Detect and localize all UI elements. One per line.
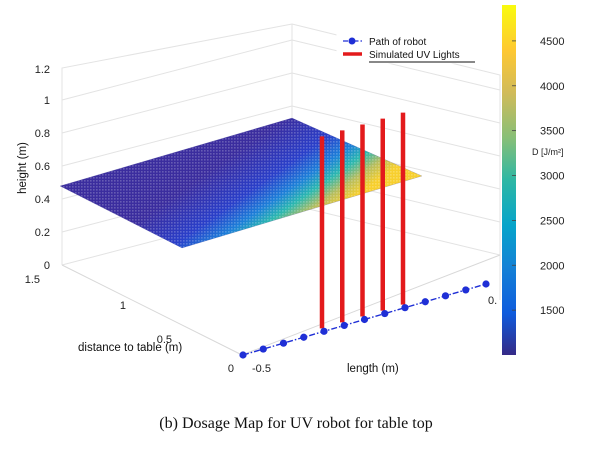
dosage-surface xyxy=(59,117,423,249)
z-tick-label: 0 xyxy=(44,260,50,272)
y-tick-label: 1.5 xyxy=(25,274,40,286)
y-tick-label: 1 xyxy=(120,300,126,312)
legend: Path of robot Simulated UV Lights xyxy=(336,29,478,64)
robot-path-point xyxy=(279,339,288,347)
colorbar-tick-label: 3500 xyxy=(540,126,564,138)
robot-path-point xyxy=(300,333,308,341)
legend-box xyxy=(336,29,478,64)
x-axis-label: length (m) xyxy=(347,363,399,375)
legend-path-marker xyxy=(348,37,356,45)
colorbar-gradient xyxy=(502,5,516,355)
x-tick-label: 0. xyxy=(488,295,497,307)
uv-lights xyxy=(319,112,406,329)
colorbar-label: D [J/m²] xyxy=(532,147,564,157)
z-axis: 0 0.2 0.4 0.6 0.8 1 1.2 height (m) xyxy=(17,64,50,272)
robot-path-point xyxy=(421,298,429,306)
z-axis-label: height (m) xyxy=(17,142,29,194)
robot-path xyxy=(239,280,490,359)
colorbar-tick-label: 2500 xyxy=(540,215,564,227)
robot-path-point xyxy=(340,321,348,330)
robot-path-point xyxy=(381,309,389,318)
robot-path-point xyxy=(239,351,247,359)
z-tick-label: 0.8 xyxy=(35,128,50,140)
y-tick-label: 0.5 xyxy=(157,334,172,346)
robot-path-point xyxy=(320,327,328,335)
z-tick-label: 0.2 xyxy=(35,227,50,239)
robot-path-point xyxy=(360,315,369,324)
colorbar-tick-label: 1500 xyxy=(540,305,564,317)
z-tick-label: 0.4 xyxy=(35,194,50,206)
y-axis-label: distance to table (m) xyxy=(78,342,182,354)
y-tick-label: 0 xyxy=(228,363,234,375)
robot-path-point xyxy=(259,345,267,353)
colorbar-tick-label: 3000 xyxy=(540,171,564,183)
legend-path-label: Path of robot xyxy=(369,37,426,48)
x-axis: -0.5 0. length (m) xyxy=(252,295,497,375)
y-axis: 1.5 1 0.5 0 distance to table (m) xyxy=(25,274,234,375)
z-tick-label: 1.2 xyxy=(35,64,50,76)
surface-texture xyxy=(60,118,422,248)
z-tick-label: 0.6 xyxy=(35,161,50,173)
robot-path-point xyxy=(462,286,470,294)
z-tick-label: 1 xyxy=(44,95,50,107)
robot-path-point xyxy=(441,292,450,300)
legend-uv-label: Simulated UV Lights xyxy=(369,50,460,61)
colorbar-tick-label: 2000 xyxy=(540,260,564,272)
colorbar-tick-label: 4500 xyxy=(540,36,564,48)
colorbar: 1500 2000 2500 3000 3500 4000 4500 D [J/m²] xyxy=(502,5,564,355)
robot-path-point xyxy=(482,280,490,288)
colorbar-tick-label: 4000 xyxy=(540,81,564,93)
x-tick-label: -0.5 xyxy=(252,363,271,375)
figure-caption: (b) Dosage Map for UV robot for table to… xyxy=(159,415,432,432)
robot-path-point xyxy=(401,304,409,312)
